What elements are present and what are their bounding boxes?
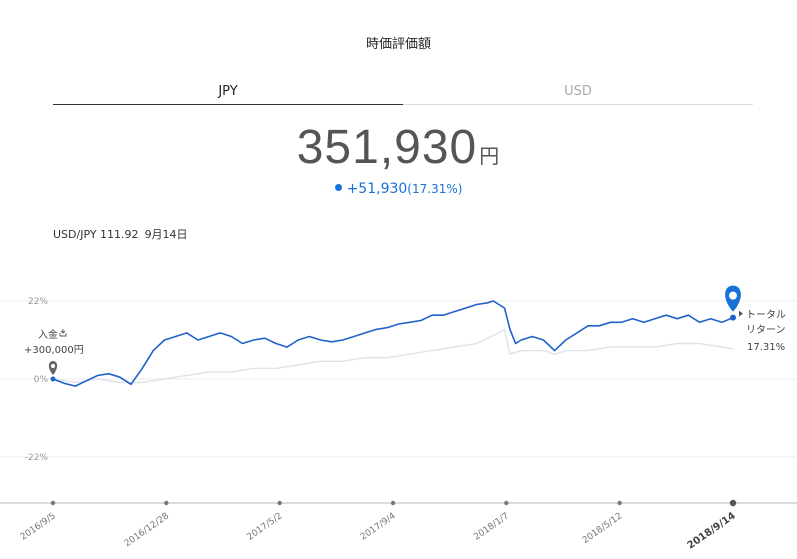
- y-tick-label-0: 22%: [28, 297, 48, 307]
- valuation-number: 351,930: [296, 121, 478, 174]
- x-tick-dot-3: [390, 500, 396, 506]
- page-title: 時価評価額: [365, 37, 431, 52]
- x-tick-label-4: 2018/1/7: [472, 511, 511, 542]
- x-tick-dot-2: [277, 500, 282, 506]
- valuation-amount: 351,930 円: [0, 120, 797, 175]
- x-tick-label-5: 2018/5/12: [581, 511, 625, 546]
- total-return-label-1: トータル: [746, 309, 786, 321]
- y-axis-ticks: 22% 0% -22%: [25, 297, 49, 463]
- change-dot-icon: [334, 184, 342, 191]
- chart-grid: [0, 300, 797, 458]
- total-return-arrow-icon: [739, 310, 743, 317]
- series-line-0: [52, 300, 734, 387]
- fx-rate: USD/JPY 111.92 9月14日: [53, 226, 194, 242]
- total-return-pin-hole: [729, 291, 737, 300]
- total-return-value: 17.31%: [747, 342, 785, 353]
- x-tick-label-3: 2017/9/4: [359, 511, 398, 543]
- x-axis: 2016/9/5 2016/12/28 2017/5/2 2017/9/4 2018/1…: [0, 499, 797, 552]
- total-return-label-2: リターン: [746, 324, 786, 336]
- x-tick-dot-1: [164, 500, 169, 506]
- change-percent: (17.31%): [407, 182, 463, 196]
- x-tick-dot-6: [729, 499, 737, 507]
- x-tick-dot-0: [50, 500, 56, 506]
- y-tick-label-1: 0%: [34, 375, 49, 385]
- x-tick-label-2: 2017/5/2: [246, 511, 285, 542]
- tab-jpy[interactable]: JPY: [53, 82, 403, 105]
- x-tick-dot-4: [504, 500, 509, 506]
- valuation-unit: 円: [479, 146, 501, 168]
- deposit-pin-hole: [51, 364, 55, 368]
- x-tick-label-1: 2016/12/28: [123, 511, 171, 549]
- x-tick-label-0: 2016/9/5: [19, 511, 58, 542]
- chart-series: [52, 300, 734, 387]
- valuation-change: +51,930(17.31%): [0, 181, 797, 197]
- deposit-icon: [59, 329, 67, 337]
- x-tick-dot-5: [617, 500, 622, 506]
- deposit-amount: +300,000円: [24, 345, 84, 356]
- tab-usd[interactable]: USD: [403, 82, 753, 105]
- change-amount: +51,930: [346, 181, 408, 197]
- y-tick-label-2: -22%: [25, 453, 49, 463]
- deposit-label: 入金: [38, 328, 58, 341]
- fx-rate-date: 9月14日: [144, 228, 188, 241]
- currency-tabs: JPY USD: [53, 82, 753, 106]
- x-tick-label-6: 2018/9/14: [686, 510, 738, 551]
- end-point: [730, 314, 736, 321]
- fx-rate-label: USD/JPY 111.92: [53, 228, 139, 241]
- series-line-1: [52, 328, 734, 384]
- start-point: [50, 376, 56, 382]
